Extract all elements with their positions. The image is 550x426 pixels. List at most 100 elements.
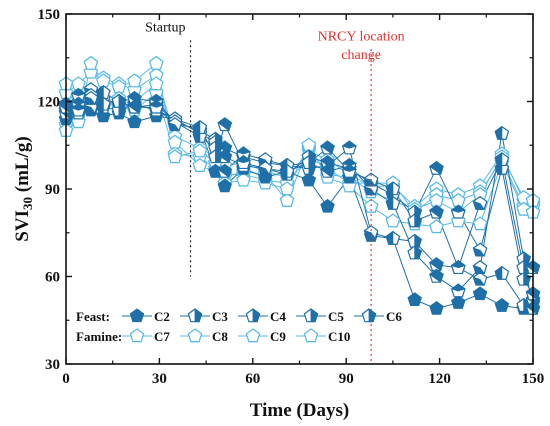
point-C9 [167, 149, 183, 164]
legend-marker-C5 [303, 308, 319, 323]
point-C6-fill [192, 119, 201, 134]
point-C2 [320, 198, 335, 213]
legend-item-C3: C3 [180, 308, 228, 324]
point-C2-shape [407, 292, 422, 306]
x-axis-title: Time (Days) [250, 400, 349, 421]
legend: Feast: Famine: C2 C3 C4 C5 C6 C7 C8 C9 C10 [76, 308, 402, 344]
point-C5-fill [472, 264, 485, 274]
legend-item-C9: C9 [238, 328, 286, 344]
point-C10-shape [148, 76, 164, 91]
point-C3 [385, 230, 401, 245]
point-C2 [301, 172, 317, 187]
point-C10-shape [192, 157, 208, 172]
point-C6 [407, 213, 423, 228]
legend-item-C7: C7 [122, 328, 170, 344]
y-axis-title-unit: (mL/g) [12, 136, 33, 197]
legend-label-C6: C6 [386, 309, 402, 324]
point-C3-fill [385, 230, 394, 245]
point-C2-shape [301, 172, 317, 187]
point-C3-fill [494, 265, 503, 280]
point-C6-fill [341, 164, 357, 172]
point-C6 [235, 155, 251, 170]
point-C6-fill [217, 117, 232, 132]
point-C3-fill [472, 276, 485, 286]
point-C5-fill [363, 186, 377, 196]
point-C9-shape [148, 55, 164, 70]
point-C6-fill [96, 96, 104, 111]
legend-item-C2: C2 [122, 308, 170, 324]
point-C9 [279, 192, 295, 207]
legend-marker-C4 [245, 308, 261, 323]
point-C6-fill [118, 93, 127, 108]
point-C6 [95, 96, 111, 111]
point-C2-shape [494, 298, 510, 312]
legend-marker-C7 [129, 328, 145, 343]
legend-label-C2: C2 [154, 309, 170, 324]
point-C6 [472, 195, 488, 210]
legend-marker-C6-fill [368, 308, 377, 323]
legend-label-C3: C3 [212, 309, 228, 324]
point-C2-shape [429, 300, 444, 315]
legend-label-C5: C5 [328, 309, 344, 324]
annotation-lines [189, 40, 372, 364]
point-C4 [450, 204, 466, 219]
point-C2 [407, 292, 422, 306]
point-C3-fill [341, 140, 357, 149]
point-C6 [320, 140, 335, 155]
point-C6 [111, 93, 127, 108]
point-C6 [192, 119, 208, 135]
point-C9 [148, 55, 164, 70]
point-C5 [385, 195, 401, 210]
point-C5-fill [341, 158, 357, 167]
legend-marker-C6 [361, 308, 377, 323]
point-C10 [279, 181, 295, 196]
point-C6 [257, 160, 273, 175]
point-C5-fill [494, 125, 503, 140]
point-C6-fill [257, 165, 271, 175]
point-C9 [127, 73, 142, 88]
point-C3-fill [414, 233, 422, 248]
point-C2-shape [472, 286, 488, 301]
point-C5-fill [429, 269, 444, 283]
point-C5 [320, 163, 335, 178]
point-C5 [217, 163, 233, 178]
point-C6-fill [148, 99, 164, 108]
point-C5-fill [148, 94, 164, 102]
legend-famine-label: Famine: [76, 329, 122, 344]
legend-marker-C8-shape [187, 328, 203, 343]
point-C9-shape [192, 143, 208, 158]
point-C2 [429, 300, 444, 315]
point-C6-fill [235, 155, 251, 164]
y-axis-title: SVI30 (mL/g) [12, 136, 35, 241]
point-C3 [363, 225, 379, 240]
legend-item-C5: C5 [296, 308, 344, 324]
point-C10-shape [236, 172, 251, 187]
point-C2 [472, 286, 488, 301]
legend-marker-C8 [187, 328, 203, 343]
point-C6 [301, 154, 317, 170]
point-C5 [494, 125, 510, 140]
legend-marker-C3 [187, 308, 203, 323]
point-C6 [217, 117, 233, 132]
point-C6 [385, 181, 401, 196]
point-C4-fill [450, 204, 466, 213]
legend-marker-C2 [129, 308, 145, 323]
point-C3 [341, 140, 357, 155]
point-C5 [429, 268, 444, 283]
point-C3 [472, 271, 488, 286]
point-C6 [494, 152, 510, 167]
y-tick-label: 60 [45, 270, 60, 286]
y-axis-title-main: SVI [12, 210, 33, 242]
point-C3-fill [429, 257, 444, 272]
y-tick-label: 30 [45, 357, 60, 373]
legend-marker-C4-fill [252, 308, 261, 323]
legend-label-C4: C4 [270, 309, 286, 324]
point-C5 [450, 283, 466, 298]
point-C5 [95, 84, 111, 100]
legend-label-C8: C8 [212, 329, 228, 344]
legend-item-C10: C10 [296, 328, 350, 344]
point-C6-fill [308, 154, 316, 169]
point-C10-shape [167, 134, 183, 149]
legend-items: C2 C3 C4 C5 C6 C7 C8 C9 C10 [122, 308, 402, 344]
